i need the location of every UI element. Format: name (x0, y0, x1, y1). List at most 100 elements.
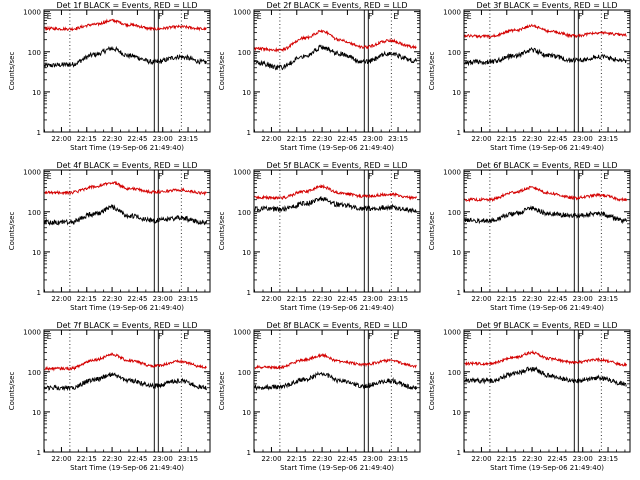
detector-panel: Det 3f BLACK = Events, RED = LLD Counts/s… (428, 1, 631, 152)
detector-panel: Det 1f BLACK = Events, RED = LLD Counts/s… (8, 1, 211, 152)
x-tick-label: 22:15 (77, 295, 97, 303)
detector-panel: Det 9f BLACK = Events, RED = LLD Counts/s… (428, 321, 631, 472)
y-tick-label: 1 (457, 289, 461, 297)
x-tick-label: 23:15 (598, 135, 618, 143)
x-tick-label: 23:15 (598, 455, 618, 463)
y-axis-label: Counts/sec (428, 52, 436, 91)
x-axis-label: Start Time (19-Sep-06 21:49:40) (490, 144, 604, 152)
plot-frame (43, 329, 211, 453)
y-tick-label: 1 (247, 289, 251, 297)
x-tick-label: 23:15 (388, 455, 408, 463)
events-series-line (44, 203, 208, 226)
lld-series-line (254, 28, 417, 53)
x-tick-label: 23:00 (153, 455, 173, 463)
y-tick-label: 10 (32, 249, 41, 257)
plot-frame (463, 169, 631, 293)
x-tick-label: 23:00 (363, 135, 383, 143)
events-series-line (254, 370, 418, 391)
x-tick-label: 23:15 (178, 135, 198, 143)
x-tick-label: 22:00 (261, 295, 281, 303)
flag-label: E (603, 332, 608, 341)
y-axis-label: Counts/sec (8, 52, 16, 91)
flag-label: E (47, 172, 52, 181)
flag-label: E (47, 332, 52, 341)
x-tick-label: 22:45 (127, 135, 147, 143)
x-tick-label: 22:15 (287, 455, 307, 463)
flag-label: E (183, 172, 188, 181)
x-axis-label: Start Time (19-Sep-06 21:49:40) (280, 304, 394, 312)
lld-series-line (254, 183, 417, 201)
flag-label: E (257, 332, 262, 341)
flag-label: E (257, 172, 262, 181)
flag-label: E (393, 332, 398, 341)
plot-frame (463, 329, 631, 453)
flag-label: E (393, 172, 398, 181)
x-tick-label: 22:30 (102, 135, 122, 143)
y-tick-label: 1 (247, 129, 251, 137)
y-tick-label: 1000 (23, 169, 41, 177)
flag-label: E (393, 12, 398, 21)
y-tick-label: 10 (32, 89, 41, 97)
x-tick-label: 22:00 (471, 295, 491, 303)
x-tick-label: 22:45 (337, 135, 357, 143)
y-tick-label: 100 (28, 209, 41, 217)
y-tick-label: 100 (238, 49, 251, 57)
plot-frame (253, 169, 421, 293)
x-tick-label: 22:45 (547, 455, 567, 463)
y-tick-label: 100 (238, 369, 251, 377)
flag-label: E (257, 12, 262, 21)
lld-series-line (464, 349, 628, 367)
y-tick-label: 1000 (233, 169, 251, 177)
panel-title: Det 4f BLACK = Events, RED = LLD (56, 161, 197, 170)
y-tick-label: 1000 (23, 329, 41, 337)
x-tick-label: 22:30 (522, 135, 542, 143)
x-tick-label: 22:15 (497, 135, 517, 143)
x-tick-label: 23:15 (388, 295, 408, 303)
y-tick-label: 10 (32, 409, 41, 417)
x-tick-label: 22:00 (261, 455, 281, 463)
flag-label: F (578, 332, 583, 341)
flag-label: F (158, 172, 163, 181)
y-tick-label: 10 (242, 409, 251, 417)
y-tick-label: 10 (452, 249, 461, 257)
plot-frame (253, 329, 421, 453)
x-tick-label: 22:00 (51, 455, 71, 463)
panel-title: Det 1f BLACK = Events, RED = LLD (56, 1, 197, 10)
flag-label: F (578, 172, 583, 181)
detector-panel: Det 2f BLACK = Events, RED = LLD Counts/s… (218, 1, 421, 152)
y-axis-label: Counts/sec (218, 372, 226, 411)
x-tick-label: 23:00 (573, 455, 593, 463)
y-tick-label: 10 (242, 89, 251, 97)
flag-label: F (368, 332, 373, 341)
panel-title: Det 6f BLACK = Events, RED = LLD (476, 161, 617, 170)
events-series-line (254, 195, 417, 214)
x-tick-label: 23:15 (178, 455, 198, 463)
panel-title: Det 3f BLACK = Events, RED = LLD (476, 1, 617, 10)
y-tick-label: 1000 (443, 169, 461, 177)
y-axis-label: Counts/sec (428, 212, 436, 251)
plot-frame (463, 9, 631, 133)
lld-series-line (44, 18, 207, 32)
detector-panel: Det 4f BLACK = Events, RED = LLD Counts/s… (8, 161, 211, 312)
x-tick-label: 22:30 (102, 295, 122, 303)
y-axis-label: Counts/sec (218, 212, 226, 251)
y-tick-label: 10 (242, 249, 251, 257)
x-tick-label: 22:00 (471, 455, 491, 463)
lld-series-line (44, 180, 207, 196)
y-axis-label: Counts/sec (218, 52, 226, 91)
x-axis-label: Start Time (19-Sep-06 21:49:40) (280, 464, 394, 472)
events-series-line (464, 205, 628, 225)
x-tick-label: 22:45 (337, 455, 357, 463)
x-tick-label: 22:30 (312, 135, 332, 143)
panel-title: Det 7f BLACK = Events, RED = LLD (56, 321, 197, 330)
y-tick-label: 100 (238, 209, 251, 217)
x-tick-label: 22:45 (127, 455, 147, 463)
y-tick-label: 1000 (233, 329, 251, 337)
x-axis-label: Start Time (19-Sep-06 21:49:40) (490, 304, 604, 312)
y-tick-label: 1000 (443, 9, 461, 17)
lld-series-line (464, 23, 627, 40)
x-tick-label: 22:45 (337, 295, 357, 303)
x-tick-label: 22:30 (522, 455, 542, 463)
lld-series-line (254, 352, 417, 370)
flag-label: F (368, 172, 373, 181)
